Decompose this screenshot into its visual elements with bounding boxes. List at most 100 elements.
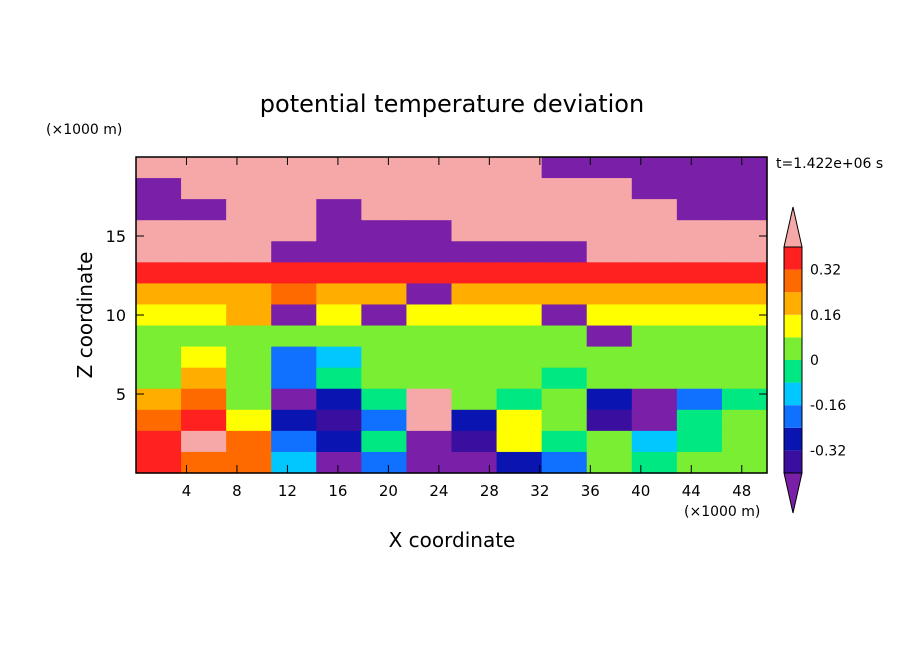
field-cell	[226, 241, 272, 263]
field-cell	[676, 262, 723, 284]
field-cell	[631, 220, 678, 242]
field-cell	[226, 157, 272, 179]
field-cell	[496, 199, 543, 221]
field-cell	[586, 262, 633, 284]
field-cell	[406, 367, 453, 390]
field-cell	[181, 367, 227, 390]
field-cell	[676, 409, 723, 432]
field-cell	[181, 283, 227, 306]
x-tick-label: 48	[732, 482, 751, 500]
field-cell	[541, 325, 588, 348]
x-tick-label: 4	[182, 482, 192, 500]
x-tick-label: 24	[429, 482, 448, 500]
field-cell	[631, 325, 678, 348]
field-cell	[406, 388, 453, 411]
field-cell	[181, 388, 227, 411]
field-cell	[631, 430, 678, 453]
field-cell	[676, 325, 723, 348]
field-cell	[361, 451, 408, 474]
field-cell	[406, 304, 453, 327]
field-cell	[271, 451, 317, 474]
field-cell	[631, 409, 678, 432]
field-cell	[451, 178, 498, 200]
field-cell	[271, 220, 317, 242]
field-cell	[676, 388, 723, 411]
field-cell	[631, 157, 678, 179]
x-tick-label: 36	[581, 482, 600, 500]
field-cell	[361, 346, 408, 369]
field-cell	[586, 409, 633, 432]
field-cell	[721, 430, 768, 453]
field-cell	[136, 178, 182, 200]
x-unit-label: (×1000 m)	[684, 504, 760, 520]
field-cell	[271, 325, 317, 348]
field-cell	[316, 157, 362, 179]
time-label: t=1.422e+06 s	[776, 156, 883, 172]
field-cell	[631, 388, 678, 411]
field-cell	[676, 430, 723, 453]
field-cell	[451, 451, 498, 474]
colorbar-label: 0	[810, 353, 819, 369]
field-cell	[361, 388, 408, 411]
x-tick-label: 28	[480, 482, 499, 500]
field-cell	[631, 451, 678, 474]
field-cell	[541, 199, 588, 221]
field-cell	[136, 283, 182, 306]
field-cell	[451, 157, 498, 179]
field-cell	[676, 283, 723, 306]
field-cell	[226, 304, 272, 327]
colorbar-band	[784, 382, 802, 406]
field-cell	[361, 241, 408, 263]
field-cell	[271, 367, 317, 390]
field-cell	[316, 178, 362, 200]
field-cell	[316, 199, 362, 221]
field-cell	[181, 178, 227, 200]
field-cell	[316, 241, 362, 263]
field-cell	[676, 199, 723, 221]
field-cell	[181, 241, 227, 263]
field-cell	[541, 220, 588, 242]
field-cell	[226, 430, 272, 453]
field-cell	[181, 304, 227, 327]
field-cell	[496, 346, 543, 369]
field-cell	[226, 388, 272, 411]
field-cell	[541, 367, 588, 390]
field-cell	[181, 262, 227, 284]
field-cell	[451, 304, 498, 327]
field-cell	[406, 199, 453, 221]
field-cell	[136, 451, 182, 474]
field-cell	[451, 262, 498, 284]
field-cell	[721, 157, 768, 179]
x-tick-label: 12	[278, 482, 297, 500]
field-cell	[226, 409, 272, 432]
field-cell	[271, 388, 317, 411]
field-cell	[271, 178, 317, 200]
field-cell	[451, 199, 498, 221]
field-cell	[316, 262, 362, 284]
colorbar-top-extension	[783, 206, 803, 248]
field-cell	[451, 283, 498, 306]
field-cell	[226, 325, 272, 348]
field-cell	[361, 157, 408, 179]
x-tick-label: 20	[379, 482, 398, 500]
field-cell	[271, 430, 317, 453]
field-cell	[136, 409, 182, 432]
colorbar-band	[784, 269, 802, 293]
y-tick-label: 15	[106, 227, 126, 246]
field-cell	[451, 325, 498, 348]
field-cell	[226, 178, 272, 200]
field-cell	[586, 199, 633, 221]
field-cell	[496, 283, 543, 306]
colorbar: -0.32 -0.16 0 0.16 0.32	[783, 206, 846, 514]
colorbar-label: 0.16	[810, 308, 841, 324]
field-cell	[586, 451, 633, 474]
field-cell	[721, 304, 768, 327]
field-cell	[676, 178, 723, 200]
field-cell	[721, 409, 768, 432]
field-cell	[136, 262, 182, 284]
field-cell	[271, 304, 317, 327]
field-cell	[316, 220, 362, 242]
field-cell	[676, 346, 723, 369]
field-cell	[541, 304, 588, 327]
field-cell	[451, 241, 498, 263]
